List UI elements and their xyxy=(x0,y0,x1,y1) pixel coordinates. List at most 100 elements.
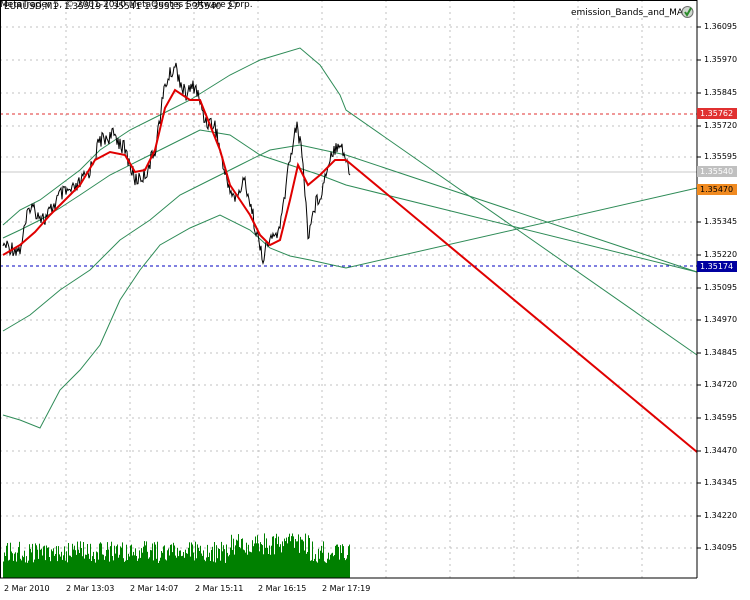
volume-bar xyxy=(218,548,219,578)
volume-bar xyxy=(4,552,5,578)
volume-bar xyxy=(37,549,38,578)
bid-tag: 1.35540 xyxy=(697,166,737,177)
volume-bar xyxy=(128,553,129,578)
volume-bar xyxy=(111,541,112,578)
volume-bar xyxy=(219,549,220,578)
volume-bar xyxy=(184,557,185,578)
volume-bar xyxy=(98,559,99,578)
volume-bar xyxy=(315,554,316,578)
price-tick-label: 1.34970 xyxy=(704,315,738,324)
volume-bar xyxy=(334,555,335,578)
volume-bar xyxy=(96,551,97,578)
volume-bar xyxy=(172,552,173,578)
volume-bar xyxy=(16,561,17,578)
volume-bar xyxy=(91,561,92,578)
volume-bar xyxy=(189,542,190,578)
volume-bar xyxy=(162,552,163,578)
volume-bar xyxy=(265,548,266,578)
volume-bar xyxy=(225,562,226,578)
volume-bar xyxy=(193,552,194,578)
volume-bar xyxy=(76,554,77,578)
volume-bar xyxy=(159,560,160,578)
volume-bar xyxy=(211,549,212,578)
volume-bar xyxy=(322,552,323,578)
volume-bar xyxy=(70,555,71,578)
price-tick-label: 1.35720 xyxy=(704,121,738,130)
volume-bar xyxy=(166,560,167,578)
volume-bar xyxy=(176,557,177,578)
volume-bar xyxy=(59,554,60,578)
volume-bar xyxy=(243,549,244,578)
volume-bar xyxy=(92,556,93,578)
volume-bar xyxy=(23,557,24,578)
volume-bar xyxy=(50,561,51,578)
volume-bar xyxy=(81,548,82,578)
volume-bar xyxy=(342,544,343,578)
price-tick-label: 1.35845 xyxy=(704,88,738,97)
volume-bar xyxy=(20,558,21,578)
volume-bar xyxy=(287,543,288,578)
volume-bar xyxy=(146,541,147,578)
volume-bar xyxy=(320,550,321,578)
volume-bar xyxy=(230,547,231,578)
volume-bar xyxy=(271,545,272,578)
time-tick-label: 2 Mar 2010 xyxy=(4,584,50,593)
volume-bar xyxy=(260,542,261,578)
indicator-name[interactable]: emission_Bands_and_MA xyxy=(571,8,684,18)
volume-bar xyxy=(11,551,12,578)
volume-bar xyxy=(121,547,122,578)
volume-bar xyxy=(216,545,217,578)
volume-bar xyxy=(102,554,103,578)
volume-bar xyxy=(348,546,349,578)
volume-bar xyxy=(185,549,186,578)
volume-bar xyxy=(227,552,228,578)
volume-bar xyxy=(67,562,68,578)
volume-bar xyxy=(279,546,280,578)
volume-bar xyxy=(8,560,9,578)
volume-bar xyxy=(183,552,184,578)
volume-bar xyxy=(103,554,104,578)
volume-bar xyxy=(47,547,48,578)
indicator-icon[interactable] xyxy=(681,4,694,19)
volume-bar xyxy=(329,559,330,578)
volume-bar xyxy=(145,545,146,578)
volume-bar xyxy=(205,561,206,578)
volume-bar xyxy=(150,549,151,578)
volume-bar xyxy=(85,554,86,578)
band-line xyxy=(2,187,698,429)
volume-bar xyxy=(33,562,34,578)
volume-bar xyxy=(151,550,152,578)
volume-bar xyxy=(200,545,201,578)
volume-bar xyxy=(57,561,58,578)
volume-bar xyxy=(191,542,192,578)
price-tick-label: 1.34470 xyxy=(704,446,738,455)
volume-bar xyxy=(245,552,246,578)
band-line xyxy=(2,144,698,332)
volume-bar xyxy=(88,553,89,578)
volume-bar xyxy=(258,543,259,578)
volume-bar xyxy=(83,542,84,578)
volume-histogram xyxy=(3,533,350,578)
volume-bar xyxy=(178,556,179,578)
volume-bar xyxy=(248,544,249,578)
volume-bar xyxy=(94,559,95,578)
volume-bar xyxy=(139,550,140,578)
volume-bar xyxy=(306,553,307,578)
volume-bar xyxy=(187,553,188,578)
volume-bar xyxy=(40,549,41,578)
volume-bar xyxy=(118,557,119,578)
volume-bar xyxy=(207,544,208,578)
volume-bar xyxy=(58,546,59,578)
volume-bar xyxy=(201,553,202,578)
volume-bar xyxy=(32,543,33,578)
volume-bar xyxy=(236,539,237,578)
volume-bar xyxy=(42,555,43,578)
volume-bar xyxy=(175,555,176,578)
volume-bar xyxy=(171,544,172,578)
price-tick-label: 1.34345 xyxy=(704,478,738,487)
volume-bar xyxy=(110,546,111,578)
volume-bar xyxy=(26,556,27,578)
volume-bar xyxy=(246,542,247,578)
